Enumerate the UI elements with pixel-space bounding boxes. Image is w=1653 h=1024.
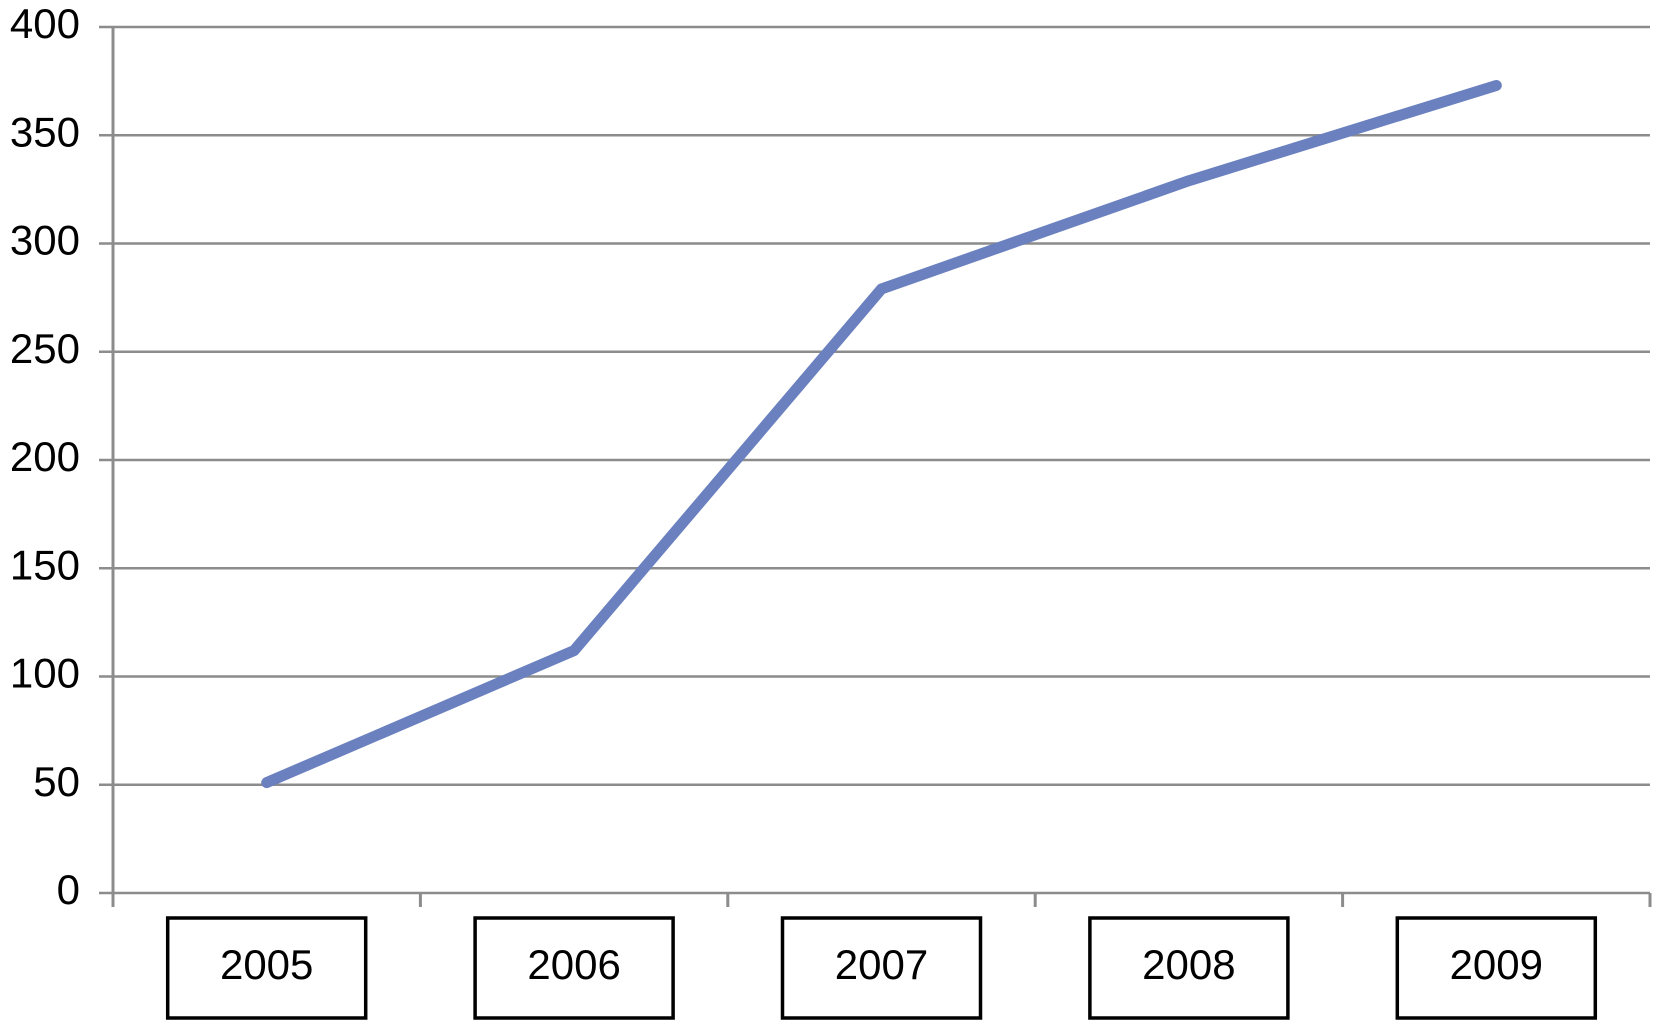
y-tick-label: 0 <box>57 866 80 913</box>
y-tick-label: 400 <box>10 0 80 47</box>
y-tick-label: 150 <box>10 541 80 588</box>
x-label-box <box>473 916 675 1020</box>
y-tick-label: 300 <box>10 217 80 264</box>
x-label-box <box>165 916 368 1020</box>
data-line <box>261 79 1502 789</box>
x-tick-label: 2007 <box>835 941 928 988</box>
x-tick-label: 2008 <box>1142 941 1235 988</box>
x-label-box <box>1088 916 1290 1020</box>
y-tick-label: 200 <box>10 433 80 480</box>
x-label-box <box>1395 916 1598 1020</box>
y-tick-label: 50 <box>33 758 80 805</box>
y-tick-label: 250 <box>10 325 80 372</box>
y-tick-label: 100 <box>10 650 80 697</box>
x-tick-label: 2009 <box>1450 941 1543 988</box>
y-tick-label: 350 <box>10 108 80 155</box>
x-tick-label: 2006 <box>527 941 620 988</box>
x-label-box <box>780 916 983 1020</box>
x-tick-label: 2005 <box>220 941 313 988</box>
